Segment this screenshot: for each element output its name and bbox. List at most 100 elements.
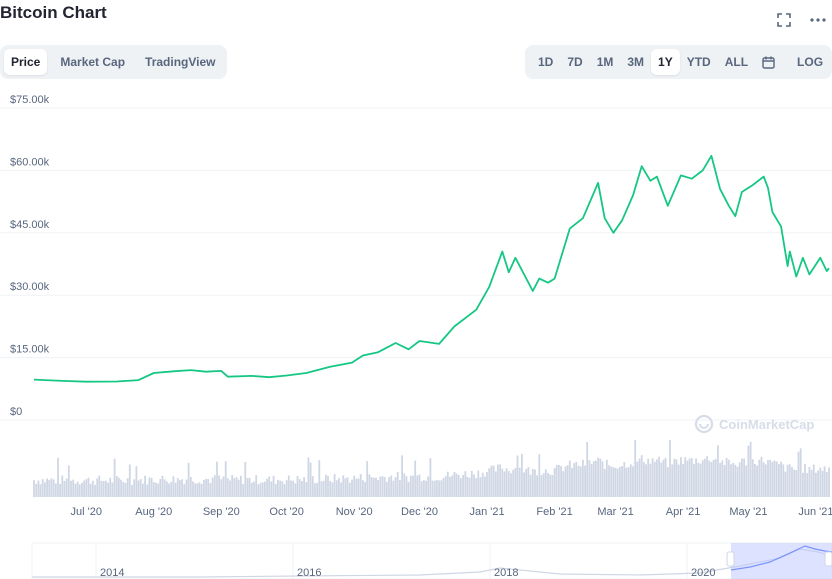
volume-bar [699, 463, 702, 497]
volume-bar [322, 480, 325, 497]
volume-bar [375, 477, 377, 497]
volume-bar [771, 461, 774, 497]
volume-bar [320, 481, 323, 497]
volume-bar [67, 465, 70, 497]
volume-bar [669, 439, 671, 497]
volume-bar [285, 480, 288, 497]
volume-bar [137, 480, 140, 497]
volume-bar [279, 480, 281, 497]
volume-bar [102, 480, 105, 497]
x-tick-label: Oct '20 [269, 506, 304, 518]
volume-bar [207, 479, 210, 497]
price-line [33, 154, 830, 383]
volume-bar [166, 481, 168, 497]
volume-bar [118, 477, 120, 497]
volume-bar [379, 476, 382, 497]
volume-bar [725, 457, 728, 497]
y-tick-label: $30.00k [10, 281, 50, 293]
volume-bar [521, 454, 523, 497]
volume-bar [85, 479, 88, 497]
volume-bar [39, 484, 42, 497]
calendar-icon[interactable] [755, 49, 782, 75]
volume-bar [335, 480, 338, 497]
volume-bar [222, 476, 225, 497]
volume-bar [139, 479, 142, 497]
volume-bar [65, 478, 68, 497]
volume-bar [627, 467, 630, 497]
volume-bar [462, 475, 464, 497]
volume-bar [558, 465, 560, 497]
range-ytd[interactable]: YTD [686, 55, 711, 69]
volume-bar [226, 478, 229, 497]
volume-bar [366, 461, 369, 497]
range-1y[interactable]: 1Y [651, 49, 680, 75]
range-1m[interactable]: 1M [596, 55, 614, 69]
volume-bar [303, 477, 305, 497]
volume-bar [566, 465, 569, 497]
volume-bar [305, 482, 308, 497]
volume-bar [253, 481, 255, 497]
log-toggle[interactable]: LOG [797, 55, 824, 69]
volume-bar [612, 467, 615, 497]
volume-bar [412, 475, 414, 497]
range-1d[interactable]: 1D [538, 55, 554, 69]
volume-bar [634, 439, 637, 497]
volume-bar [819, 467, 822, 497]
volume-bar [688, 458, 691, 497]
volume-bar [233, 478, 236, 497]
volume-bar [346, 477, 349, 497]
volume-bar [608, 465, 610, 497]
volume-bar [44, 482, 46, 497]
volume-bar [823, 466, 826, 497]
page-title: Bitcoin Chart [0, 3, 107, 22]
more-icon[interactable] [808, 10, 828, 30]
volume-bar [301, 481, 303, 497]
fullscreen-icon[interactable] [774, 10, 794, 30]
x-tick-label: Mar '21 [597, 506, 633, 518]
volume-bar [494, 471, 497, 497]
volume-bar [52, 479, 55, 497]
volume-bar [477, 470, 480, 497]
volume-bar [370, 477, 373, 497]
volume-bar [730, 464, 732, 497]
volume-bar [76, 481, 79, 497]
volume-bar [629, 464, 632, 497]
volume-bar [96, 478, 99, 497]
volume-bar [564, 466, 567, 497]
tab-tradingview[interactable]: TradingView [145, 55, 216, 69]
volume-bar [307, 457, 310, 497]
volume-bar [388, 477, 390, 497]
navigator[interactable]: 2014 2016 2018 2020 [31, 542, 832, 579]
volume-bar [183, 484, 186, 497]
tab-price[interactable]: Price [4, 49, 48, 75]
volume-bar [185, 479, 188, 497]
volume-bar [168, 483, 170, 497]
range-7d[interactable]: 7D [567, 55, 583, 69]
volume-bar [255, 475, 258, 497]
volume-bar [414, 460, 417, 497]
volume-bar [248, 477, 251, 497]
volume-bar [828, 467, 830, 497]
volume-bar [795, 470, 798, 497]
volume-bar [760, 456, 763, 497]
volume-bar [527, 467, 530, 497]
volume-bar [743, 458, 745, 497]
volume-bar [433, 480, 436, 497]
volume-bar [510, 473, 512, 497]
volume-bar [364, 482, 366, 497]
volume-bar [697, 462, 700, 497]
volume-bar [74, 483, 77, 497]
volume-bar [192, 481, 194, 497]
volume-bar [797, 451, 800, 497]
tab-market-cap[interactable]: Market Cap [60, 55, 126, 69]
volume-bar [505, 468, 508, 497]
volume-bar [91, 480, 94, 497]
volume-bar [531, 468, 534, 497]
volume-bar [48, 480, 51, 497]
volume-bar [536, 475, 538, 497]
volume-bar [396, 472, 399, 497]
range-3m[interactable]: 3M [627, 55, 645, 69]
volume-bar [37, 480, 40, 497]
range-all[interactable]: ALL [724, 55, 749, 69]
volume-bar [61, 475, 64, 497]
